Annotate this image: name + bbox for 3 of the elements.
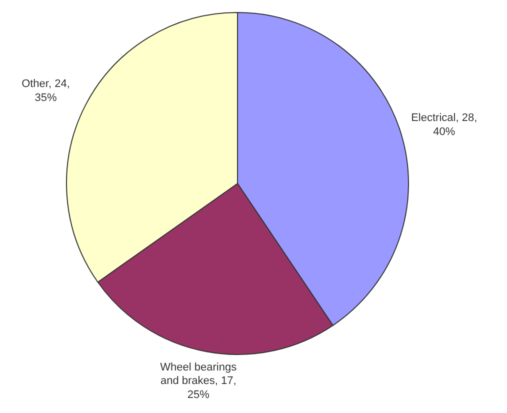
- slice-label: Wheel bearings and brakes, 17, 25%: [160, 361, 238, 401]
- slice-label: Electrical, 28, 40%: [411, 112, 478, 138]
- slice-label: Other, 24, 35%: [22, 78, 70, 104]
